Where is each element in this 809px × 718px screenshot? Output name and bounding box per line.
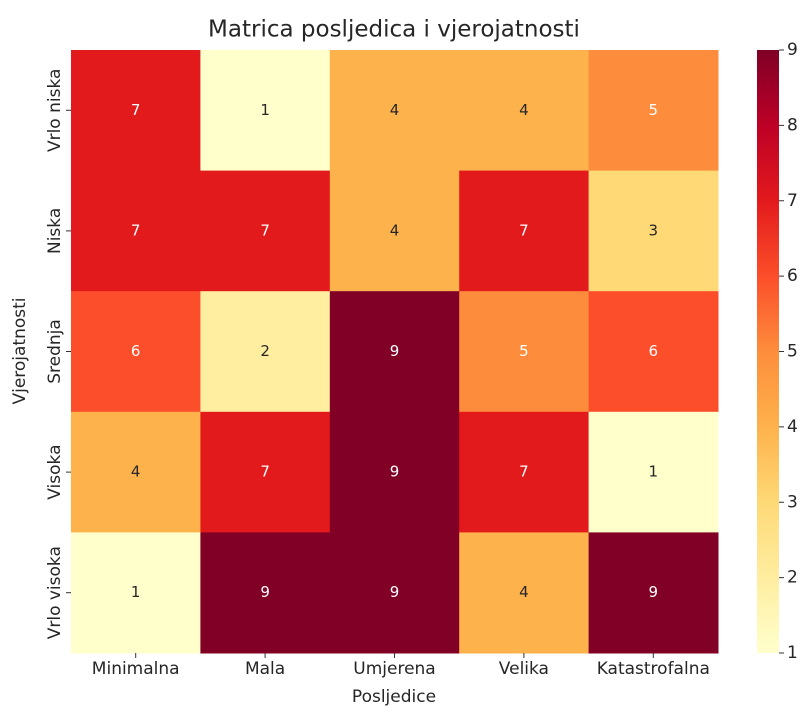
heatmap-cell (459, 532, 590, 654)
chart-title: Matrica posljedica i vjerojatnosti (208, 17, 580, 43)
cell-label: 4 (519, 101, 529, 119)
cell-label: 7 (131, 221, 141, 239)
colorbar-tick-label: 9 (787, 40, 798, 60)
x-tick-label: Umjerena (353, 659, 435, 679)
heatmap-cell (588, 411, 719, 533)
x-tick-label: Mala (245, 659, 285, 679)
heatmap-cell (459, 291, 590, 413)
heatmap-cell (200, 291, 331, 413)
cell-label: 4 (390, 101, 400, 119)
cell-label: 1 (131, 583, 141, 601)
heatmap-cell (200, 170, 331, 292)
colorbar-tick-label: 3 (787, 492, 798, 512)
heatmap-cell (200, 50, 331, 172)
colorbar-tick-label: 7 (787, 191, 798, 211)
heatmap-cell (329, 50, 460, 172)
heatmap-cell (588, 291, 719, 413)
cell-label: 7 (131, 101, 141, 119)
cell-label: 1 (260, 101, 270, 119)
heatmap-cell (71, 170, 201, 292)
heatmap-cell (459, 50, 590, 172)
cell-label: 4 (519, 583, 529, 601)
heatmap-cell (329, 411, 460, 533)
heatmap-cell (588, 50, 719, 172)
heatmap-cell (71, 291, 201, 413)
x-tick-label: Velika (499, 659, 549, 679)
cell-label: 5 (519, 342, 529, 360)
x-tick-label: Minimalna (92, 659, 180, 679)
heatmap-cell (71, 50, 201, 172)
y-tick-label: Niska (45, 208, 65, 254)
heatmap-cell (71, 532, 201, 654)
cell-label: 3 (649, 221, 659, 239)
cell-label: 7 (260, 463, 270, 481)
y-axis-label: Vjerojatnosti (10, 297, 30, 404)
cell-label: 5 (649, 101, 659, 119)
heatmap-cell (200, 532, 331, 654)
heatmap-cell (200, 411, 331, 533)
heatmap-cell (329, 291, 460, 413)
x-axis-label: Posljedice (352, 687, 436, 707)
heatmap-cell (459, 411, 590, 533)
colorbar-tick-label: 2 (787, 568, 798, 588)
cell-label: 2 (260, 342, 270, 360)
heatmap-cell (588, 532, 719, 654)
y-tick-label: Vrlo niska (45, 69, 65, 152)
heatmap-cell (71, 411, 201, 533)
cell-label: 7 (260, 221, 270, 239)
heatmap-cell (588, 170, 719, 292)
cell-label: 9 (260, 583, 270, 601)
y-tick-label: Vrlo visoka (45, 546, 65, 639)
colorbar-tick-label: 8 (787, 115, 798, 135)
colorbar-tick-label: 6 (787, 266, 798, 286)
y-tick-label: Srednja (45, 319, 65, 384)
cell-label: 9 (649, 583, 659, 601)
cell-label: 4 (131, 463, 141, 481)
heatmap-cell (329, 532, 460, 654)
heatmap-cell (329, 170, 460, 292)
cell-label: 9 (390, 583, 400, 601)
colorbar-tick-label: 5 (787, 342, 798, 362)
cell-label: 7 (519, 221, 529, 239)
cell-label: 4 (390, 221, 400, 239)
colorbar-tick-label: 4 (787, 417, 798, 437)
cell-label: 9 (390, 342, 400, 360)
cell-label: 7 (519, 463, 529, 481)
colorbar (757, 50, 779, 653)
cell-label: 9 (390, 463, 400, 481)
colorbar-tick-label: 1 (787, 643, 798, 663)
cell-label: 6 (131, 342, 141, 360)
y-tick-label: Visoka (45, 444, 65, 499)
x-tick-label: Katastrofalna (597, 659, 710, 679)
cell-label: 6 (649, 342, 659, 360)
cell-label: 1 (649, 463, 659, 481)
heatmap-cell (459, 170, 590, 292)
